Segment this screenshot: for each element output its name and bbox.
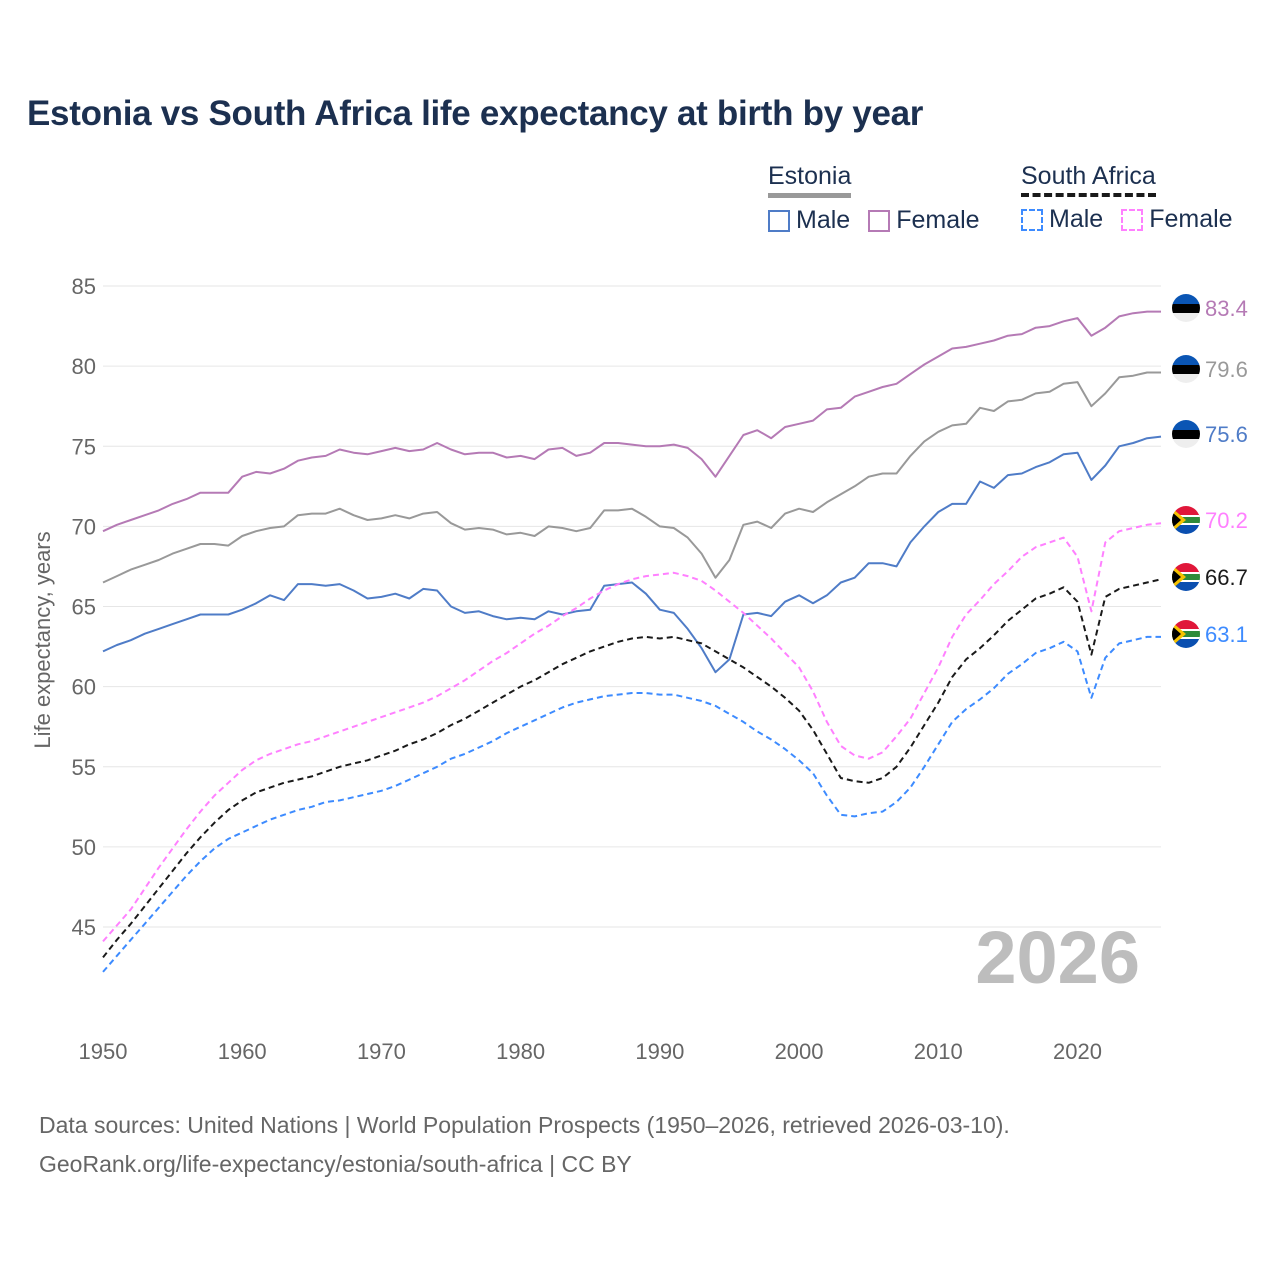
y-tick-label: 65 bbox=[72, 595, 96, 620]
x-tick-label: 1970 bbox=[357, 1039, 406, 1064]
south-africa-flag-icon bbox=[1172, 506, 1200, 534]
year-watermark: 2026 bbox=[975, 916, 1140, 999]
legend-label: Female bbox=[896, 206, 980, 234]
series-line-estonia-male[interactable] bbox=[102, 435, 1162, 674]
footer-sources: Data sources: United Nations | World Pop… bbox=[39, 1112, 1010, 1138]
y-tick-label: 50 bbox=[72, 835, 96, 860]
end-value-label: 75.6 bbox=[1205, 422, 1248, 447]
x-tick-label: 2020 bbox=[1053, 1039, 1102, 1064]
legend-swatch bbox=[868, 209, 891, 232]
x-tick-label: 1980 bbox=[496, 1039, 545, 1064]
south-africa-flag-icon bbox=[1172, 620, 1200, 648]
x-tick-label: 1960 bbox=[218, 1039, 267, 1064]
y-tick-label: 80 bbox=[72, 354, 96, 379]
x-tick-label: 2000 bbox=[775, 1039, 824, 1064]
chart-title: Estonia vs South Africa life expectancy … bbox=[27, 94, 924, 133]
legend-group-estonia: Estonia Male Female bbox=[768, 162, 980, 235]
x-tick-label: 2010 bbox=[914, 1039, 963, 1064]
y-tick-label: 45 bbox=[72, 915, 96, 940]
footer: Data sources: United Nations | World Pop… bbox=[39, 1106, 1010, 1184]
y-tick-label: 75 bbox=[72, 434, 96, 459]
estonia-flag-icon bbox=[1172, 420, 1200, 448]
series-line-south-africa-female[interactable] bbox=[102, 522, 1162, 943]
end-value-label: 83.4 bbox=[1205, 296, 1248, 321]
end-value-label: 66.7 bbox=[1205, 565, 1248, 590]
series-line-estonia-female[interactable] bbox=[102, 310, 1161, 533]
legend-label: Female bbox=[1149, 205, 1233, 233]
y-tick-label: 85 bbox=[72, 274, 96, 299]
legend-item-south-africa-male[interactable]: Male bbox=[1021, 205, 1103, 234]
end-value-label: 70.2 bbox=[1205, 508, 1248, 533]
series-line-estonia-total[interactable] bbox=[102, 371, 1161, 584]
end-value-label: 79.6 bbox=[1205, 357, 1248, 382]
legend-label: Male bbox=[796, 206, 851, 234]
series-line-south-africa-male[interactable] bbox=[102, 635, 1161, 973]
legend-swatch bbox=[1021, 208, 1043, 231]
y-tick-label: 60 bbox=[72, 675, 96, 700]
y-axis-label: Life expectancy, years bbox=[30, 531, 55, 748]
south-africa-flag-icon bbox=[1172, 563, 1200, 591]
estonia-flag-icon bbox=[1172, 294, 1200, 322]
legend-swatch bbox=[1121, 208, 1144, 231]
x-tick-label: 1990 bbox=[635, 1039, 684, 1064]
legend-item-south-africa-female[interactable]: Female bbox=[1121, 205, 1233, 234]
footer-link[interactable]: GeoRank.org/life-expectancy/estonia/sout… bbox=[39, 1151, 632, 1177]
legend-item-estonia-male[interactable]: Male bbox=[768, 206, 850, 235]
estonia-flag-icon bbox=[1172, 355, 1200, 383]
legend-label: Male bbox=[1049, 205, 1104, 233]
legend-group-south-africa: South Africa Male Female bbox=[1021, 162, 1233, 234]
x-tick-label: 1950 bbox=[79, 1039, 128, 1064]
legend-swatch bbox=[768, 209, 790, 232]
series-line-south-africa-total[interactable] bbox=[102, 578, 1162, 959]
y-tick-label: 55 bbox=[72, 755, 96, 780]
legend-group-title: Estonia bbox=[768, 162, 852, 198]
y-tick-label: 70 bbox=[72, 514, 96, 539]
legend-item-estonia-female[interactable]: Female bbox=[868, 206, 980, 235]
legend-group-title: South Africa bbox=[1021, 162, 1156, 197]
end-value-label: 63.1 bbox=[1205, 622, 1248, 647]
